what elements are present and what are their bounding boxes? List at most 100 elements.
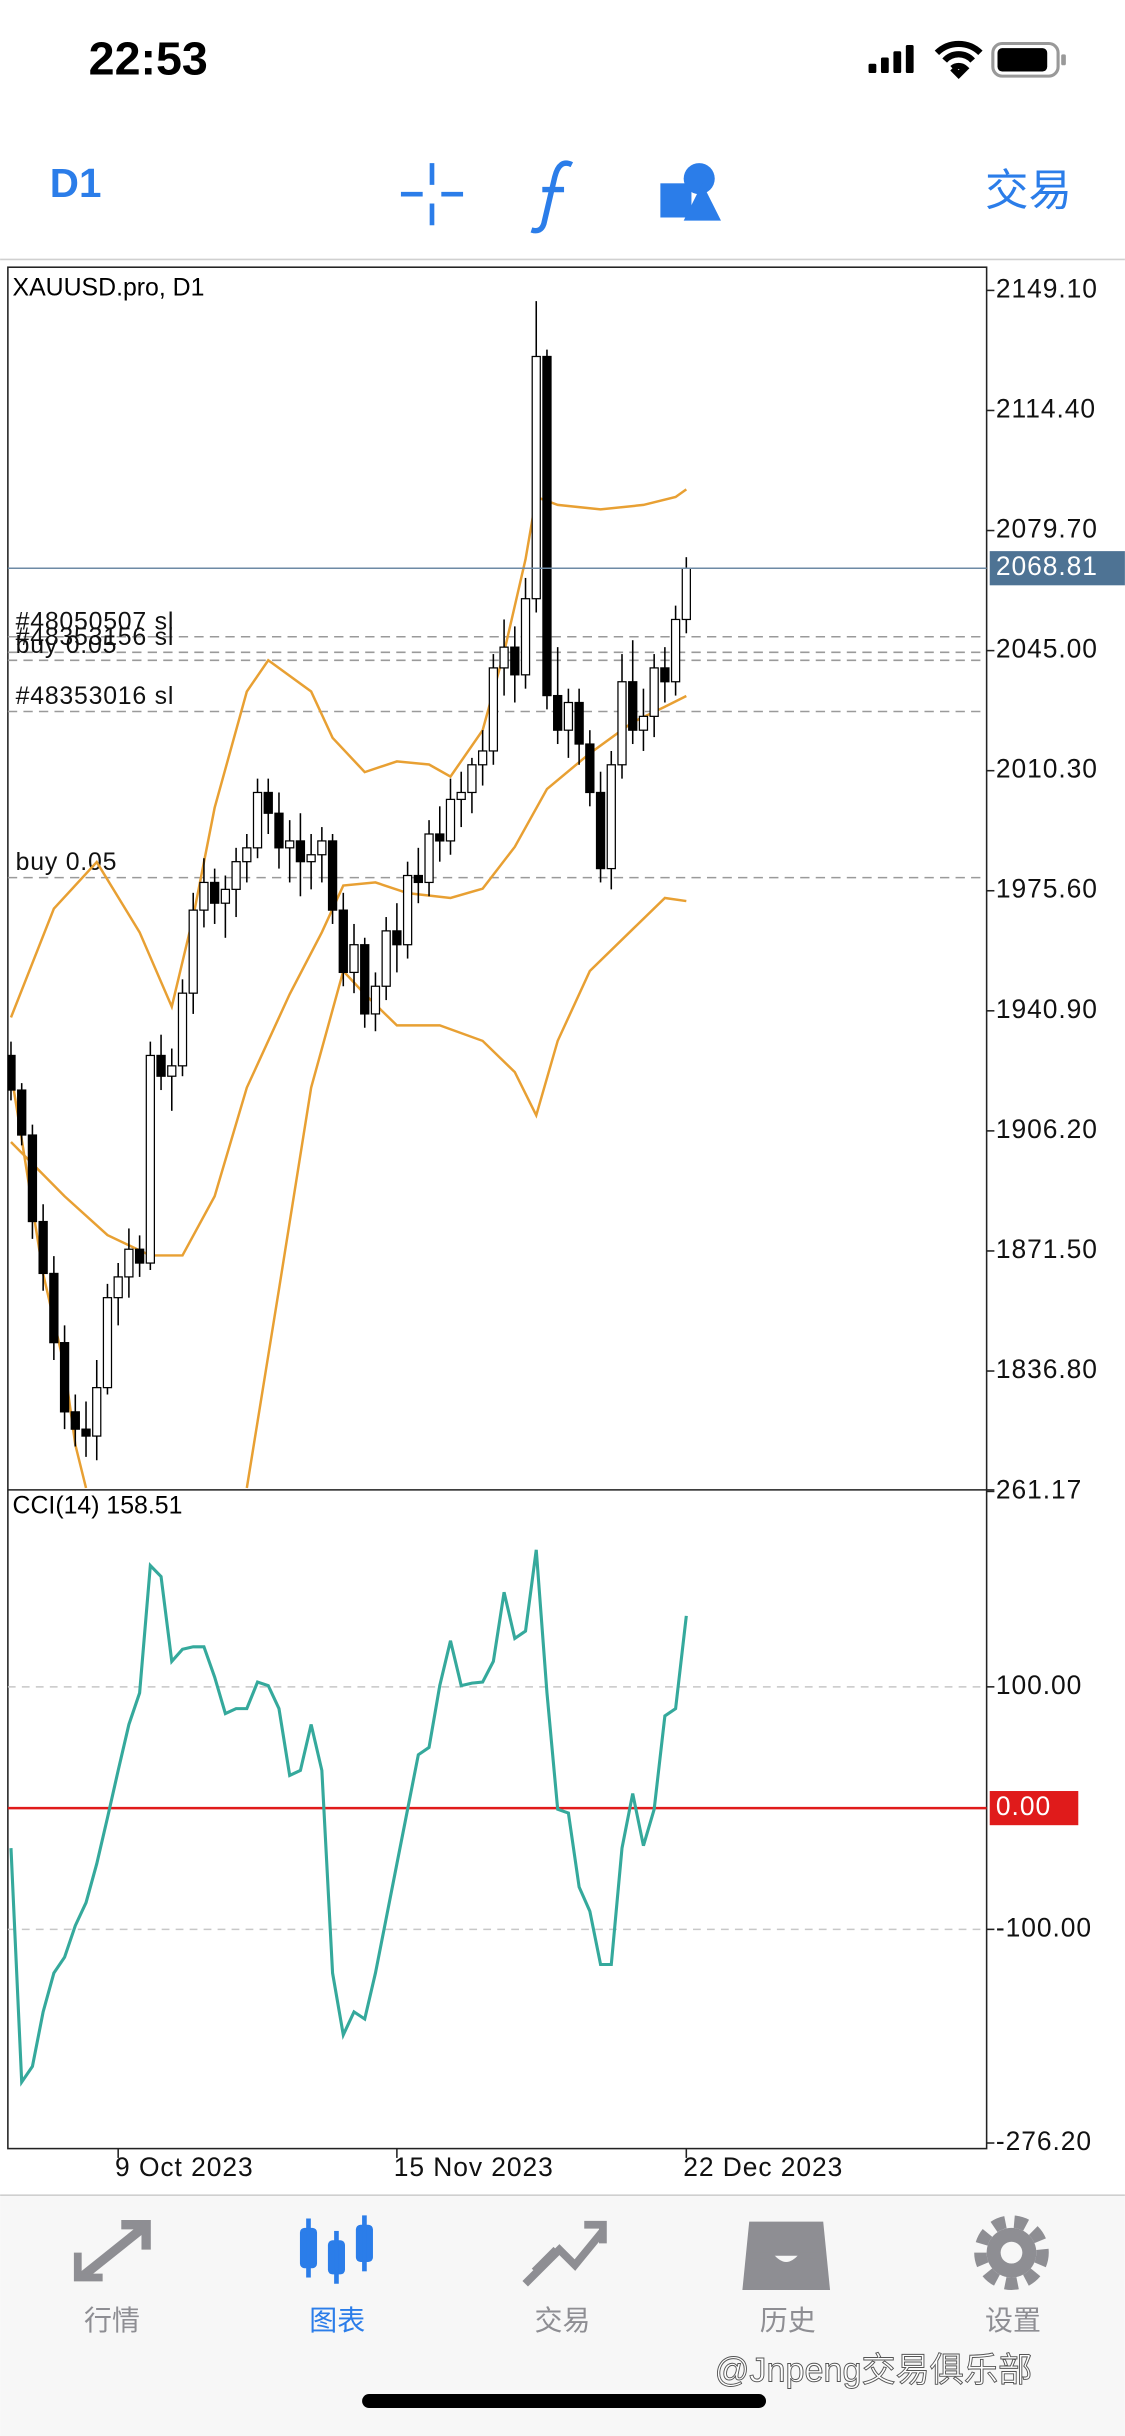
candle-body	[274, 812, 284, 849]
candle-body	[220, 888, 231, 904]
candle-body	[231, 861, 241, 890]
order-label: #48353016 sl	[16, 683, 175, 710]
candle-body	[156, 1054, 166, 1077]
candle-body	[660, 667, 670, 683]
candle-body	[263, 791, 273, 814]
x-tick-label: 22 Dec 2023	[683, 2152, 843, 2182]
order-label: #48353156 sl	[16, 624, 175, 651]
candle-body	[542, 355, 552, 697]
candle-body	[617, 681, 627, 766]
settings-icon	[974, 2215, 1049, 2290]
candle-body	[681, 567, 691, 621]
y-tick-label: 1940.90	[996, 994, 1098, 1024]
candle-body	[17, 1089, 27, 1136]
quotes-icon	[73, 2220, 151, 2282]
candle-body	[134, 1248, 145, 1264]
candle-body	[7, 1054, 16, 1091]
timeframe-button[interactable]: D1	[50, 160, 102, 206]
candle-body	[445, 798, 456, 842]
candle-body	[435, 833, 445, 842]
order-label: buy 0.05	[16, 632, 118, 659]
cci-line	[9, 1549, 688, 2087]
candle-body	[574, 701, 584, 745]
candle-body	[649, 667, 659, 717]
indicator-line	[10, 694, 687, 1257]
zero-label-box	[989, 1791, 1079, 1826]
candle-body	[81, 1428, 91, 1437]
candle-body	[59, 1342, 70, 1413]
y-tick-label: 2045.00	[996, 634, 1098, 664]
candle-body	[349, 944, 359, 974]
current-price-label: 2068.81	[996, 551, 1098, 581]
candle-body	[177, 992, 188, 1067]
candle-body	[38, 1220, 48, 1275]
y-tick-label: -100.00	[996, 1912, 1092, 1942]
tab-label[interactable]: 行情	[84, 2305, 140, 2336]
indicator-button[interactable]	[530, 160, 574, 234]
candle-body	[456, 791, 466, 801]
tab-label[interactable]: 图表	[309, 2305, 365, 2336]
candle-body	[167, 1065, 177, 1077]
candle-body	[670, 618, 681, 683]
y-tick-label: 1975.60	[996, 874, 1098, 904]
tab-label[interactable]: 设置	[985, 2305, 1041, 2336]
y-tick-label: 2010.30	[996, 754, 1098, 784]
candle-body	[306, 854, 316, 863]
current-price-box	[989, 551, 1125, 586]
trade-icon	[522, 2220, 607, 2287]
candle-body	[252, 791, 263, 849]
candle-body	[124, 1248, 134, 1278]
candle-body	[285, 840, 295, 849]
candle-body	[92, 1387, 102, 1437]
y-tick-label: 2149.10	[996, 273, 1098, 303]
y-tick-label: 1836.80	[996, 1354, 1098, 1384]
indicator-line	[245, 896, 687, 1489]
candle-body	[638, 715, 649, 731]
candle-body	[338, 909, 348, 974]
wifi-icon	[934, 40, 983, 79]
candle-body	[145, 1054, 155, 1264]
candle-body	[595, 791, 606, 870]
zero-label: 0.00	[996, 1791, 1051, 1821]
candle-body	[531, 355, 541, 600]
candle-body	[510, 646, 520, 676]
candle-body	[424, 833, 434, 884]
candle-body	[188, 909, 198, 994]
order-label: #48050507 sl	[16, 608, 175, 635]
tab-labels: 行情 图表 交易 历史 设置	[84, 2305, 1041, 2336]
history-icon	[742, 2221, 831, 2290]
order-label: buy 0.05	[16, 849, 118, 876]
candle-body	[606, 764, 616, 870]
candle-body	[520, 598, 531, 676]
y-tick-label: 100.00	[996, 1670, 1082, 1700]
status-time: 22:53	[89, 32, 208, 84]
candle-body	[553, 694, 563, 731]
y-tick-label: 261.17	[996, 1474, 1082, 1504]
candle-body	[467, 764, 477, 794]
y-tick-label: 1871.50	[996, 1234, 1098, 1264]
y-tick-label: -276.20	[996, 2126, 1092, 2156]
home-indicator	[362, 2394, 767, 2409]
candle-body	[402, 874, 413, 946]
candle-body	[370, 985, 381, 1015]
candle-body	[113, 1276, 123, 1299]
trade-button[interactable]: 交易	[985, 168, 1072, 216]
chart-frame	[7, 266, 988, 2150]
candle-body	[242, 847, 252, 863]
candle-body	[488, 667, 499, 752]
candle-body	[499, 646, 509, 669]
watermark: @Jnpeng交易俱乐部	[715, 2351, 1033, 2389]
candle-body	[49, 1272, 59, 1344]
candle-body	[327, 840, 338, 911]
chart-icon	[299, 2215, 373, 2284]
objects-button[interactable]	[660, 163, 721, 221]
crosshair-button[interactable]	[400, 163, 464, 226]
x-tick-label: 15 Nov 2023	[394, 2152, 554, 2182]
tab-label[interactable]: 交易	[535, 2305, 591, 2336]
candle-body	[317, 840, 327, 856]
tab-label[interactable]: 历史	[760, 2305, 816, 2336]
candle-body	[209, 881, 220, 904]
candle-body	[381, 930, 391, 987]
y-tick-label: 2114.40	[996, 393, 1096, 423]
